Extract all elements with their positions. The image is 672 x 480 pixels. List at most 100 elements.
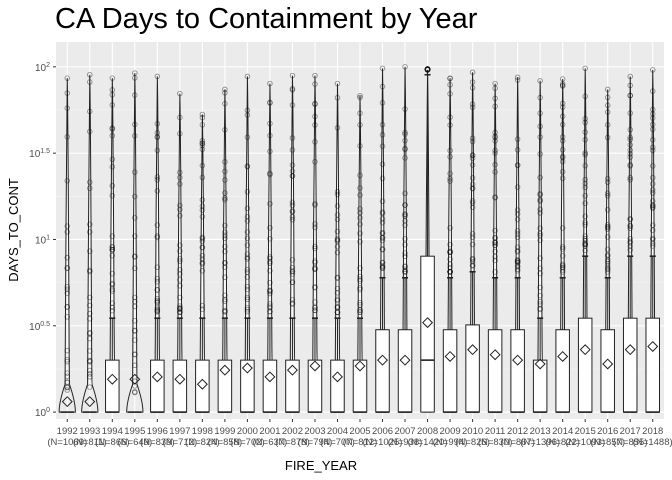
outlier-point xyxy=(559,269,566,275)
outlier-point xyxy=(559,246,566,252)
outlier-point xyxy=(244,163,251,169)
outlier-point xyxy=(402,211,408,217)
outlier-point xyxy=(447,91,453,97)
outlier-point xyxy=(334,125,341,131)
outlier-point xyxy=(447,147,453,154)
x-tick-label-year: 2012 xyxy=(507,426,528,437)
outlier-point xyxy=(447,75,453,81)
outlier-point xyxy=(222,86,228,93)
outlier-point xyxy=(447,248,453,254)
outlier-point xyxy=(492,269,498,275)
outlier-point xyxy=(132,303,138,310)
outlier-point xyxy=(64,105,71,111)
outlier-point xyxy=(177,309,183,316)
outlier-point xyxy=(177,248,183,254)
outlier-point xyxy=(604,94,611,101)
outlier-point xyxy=(379,219,386,226)
outlier-point xyxy=(582,241,588,247)
x-tick-label-year: 2015 xyxy=(575,426,596,437)
outlier-point xyxy=(402,129,408,136)
y-tick-label: 100 xyxy=(35,407,50,419)
outlier-point xyxy=(267,267,273,274)
outlier-point xyxy=(154,264,161,271)
outlier-point xyxy=(64,286,71,293)
x-tick-label-count: (N=1069) xyxy=(47,437,87,448)
outlier-point xyxy=(64,265,71,271)
outlier-point xyxy=(424,66,431,73)
outlier-point xyxy=(222,232,228,239)
outlier-point xyxy=(379,175,386,182)
outlier-point xyxy=(154,233,161,239)
x-tick-label-year: 2013 xyxy=(530,426,551,437)
outlier-point xyxy=(537,265,543,272)
outlier-point xyxy=(64,379,71,386)
outlier-point xyxy=(109,286,116,292)
outlier-point xyxy=(649,163,656,169)
outlier-point xyxy=(469,138,476,145)
outlier-point xyxy=(649,190,656,196)
outlier-point xyxy=(492,103,498,110)
outlier-point xyxy=(87,358,93,364)
outlier-point xyxy=(649,187,656,193)
outlier-point xyxy=(357,94,363,101)
outlier-point xyxy=(379,265,386,272)
outlier-point xyxy=(627,236,633,242)
box-body xyxy=(330,359,345,413)
outlier-point xyxy=(357,215,363,221)
outlier-point xyxy=(289,279,296,285)
outlier-point xyxy=(469,155,476,161)
outlier-point xyxy=(627,134,633,141)
outlier-point xyxy=(132,351,138,358)
outlier-point xyxy=(379,264,386,271)
outlier-point xyxy=(604,102,611,109)
box-body xyxy=(577,317,593,413)
outlier-point xyxy=(402,263,408,269)
outlier-point xyxy=(267,260,273,267)
outlier-point xyxy=(199,302,206,309)
outlier-point xyxy=(514,136,521,142)
mean-diamond xyxy=(579,344,591,356)
outlier-point xyxy=(447,241,453,248)
outlier-point xyxy=(582,150,588,156)
outlier-point xyxy=(582,65,588,72)
outlier-point xyxy=(537,110,543,117)
outlier-point xyxy=(649,236,656,243)
outlier-point xyxy=(154,147,161,154)
x-tick-label-year: 2009 xyxy=(440,426,461,437)
x-tick-label-year: 1992 xyxy=(57,426,78,437)
outlier-point xyxy=(447,261,453,267)
outlier-point xyxy=(64,370,71,376)
outlier-point xyxy=(154,305,161,311)
outlier-point xyxy=(289,300,296,306)
outlier-point xyxy=(604,252,611,258)
outlier-point xyxy=(604,86,611,93)
outlier-point xyxy=(537,174,543,181)
outlier-point xyxy=(492,129,498,136)
outlier-point xyxy=(559,262,566,269)
outlier-point xyxy=(244,242,251,248)
outlier-point xyxy=(109,192,116,199)
outlier-point xyxy=(357,278,363,284)
outlier-point xyxy=(132,70,138,76)
outlier-point xyxy=(402,268,408,275)
outlier-point xyxy=(244,269,251,276)
outlier-point xyxy=(514,77,521,83)
outlier-point xyxy=(334,80,341,87)
outlier-point xyxy=(312,201,318,207)
outlier-point xyxy=(64,379,71,385)
outlier-point xyxy=(222,308,228,315)
outlier-point xyxy=(492,95,498,102)
outlier-point xyxy=(334,309,341,316)
outlier-point xyxy=(559,121,566,128)
outlier-point xyxy=(514,231,521,237)
outlier-point xyxy=(357,285,363,291)
outlier-point xyxy=(537,78,543,84)
outlier-point xyxy=(604,260,611,267)
outlier-point xyxy=(402,145,408,152)
outlier-point xyxy=(244,308,251,315)
outlier-point xyxy=(154,134,161,140)
outlier-point xyxy=(537,210,543,216)
outlier-point xyxy=(177,174,183,181)
outlier-point xyxy=(537,94,543,101)
outlier-point xyxy=(289,135,296,141)
